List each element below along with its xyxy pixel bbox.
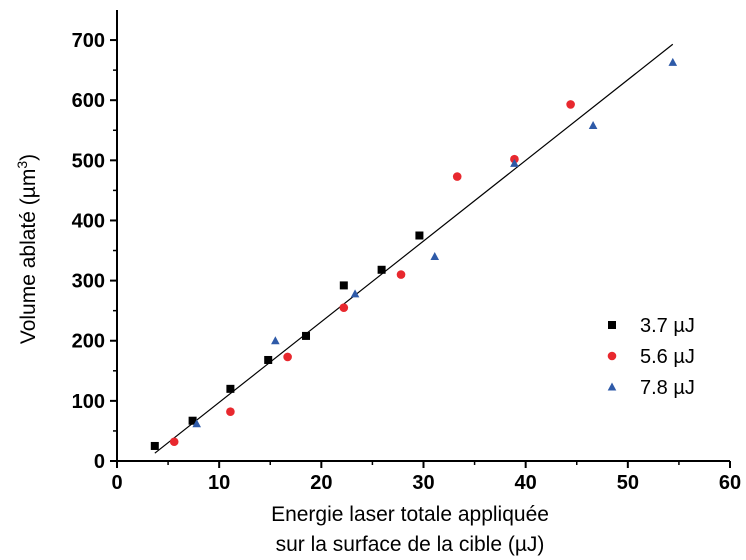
y-tick-label: 600 [72,90,105,112]
x-tick-label: 40 [515,472,537,494]
legend-label: 5.6 µJ [640,346,695,368]
data-point-triangle [271,336,280,345]
data-point-square [302,331,311,340]
x-tick-label: 30 [412,472,434,494]
x-tick-label: 60 [719,472,741,494]
data-point-square [264,355,273,364]
data-point-triangle [192,419,201,428]
legend-marker-triangle [607,382,617,391]
y-tick-label: 300 [72,271,105,293]
data-point-triangle [430,252,440,261]
legend: 3.7 µJ 5.6 µJ 7.8 µJ [607,315,695,399]
data-point-triangle [668,57,678,66]
y-tick-label: 700 [72,30,105,52]
x-tick-label: 0 [111,472,122,494]
data-point-square [226,384,235,393]
data-point-circle [396,270,406,279]
data-point-circle [452,172,462,181]
linear-fit-line [154,43,674,454]
x-axis-ticks: 0 10 20 30 40 50 60 [111,461,741,494]
legend-marker-square [608,321,616,329]
y-tick-label: 0 [94,451,105,473]
data-point-circle [283,352,292,362]
data-point-triangle [588,120,598,129]
x-tick-label: 20 [310,472,332,494]
data-points [150,57,678,450]
data-point-triangle [350,289,360,298]
y-axis-ticks: 0 100 200 300 400 500 600 700 [72,30,117,473]
legend-label: 3.7 µJ [640,315,695,337]
data-point-circle [169,437,179,447]
x-tick-label: 10 [208,472,230,494]
fit-line-group [154,43,674,454]
data-point-square [339,281,348,290]
legend-marker-circle [607,351,617,361]
data-point-square [150,441,159,450]
y-tick-label: 400 [72,210,105,232]
y-axis-title: Volume ablaté (µm3) [14,154,40,344]
y-axis-title-end: ) [17,154,40,161]
data-point-triangle [510,158,519,167]
y-tick-label: 500 [72,150,105,172]
data-point-square [377,265,386,274]
plot-frame [116,10,730,462]
y-tick-label: 200 [72,331,105,353]
data-point-circle [226,407,235,416]
data-point-square [188,416,197,425]
y-tick-label: 100 [72,391,105,413]
legend-label: 7.8 µJ [640,377,695,399]
x-axis-title-line1: Energie laser totale appliquée [271,503,549,526]
x-axis-title-line2: sur la surface de la cible (µJ) [276,533,545,556]
data-point-square [415,231,424,240]
data-point-circle [566,100,575,109]
y-axis-title-main: Volume ablaté (µm [17,169,40,345]
x-tick-label: 50 [617,472,639,494]
y-axis-title-superscript: 3 [14,161,30,169]
data-point-circle [339,303,349,312]
